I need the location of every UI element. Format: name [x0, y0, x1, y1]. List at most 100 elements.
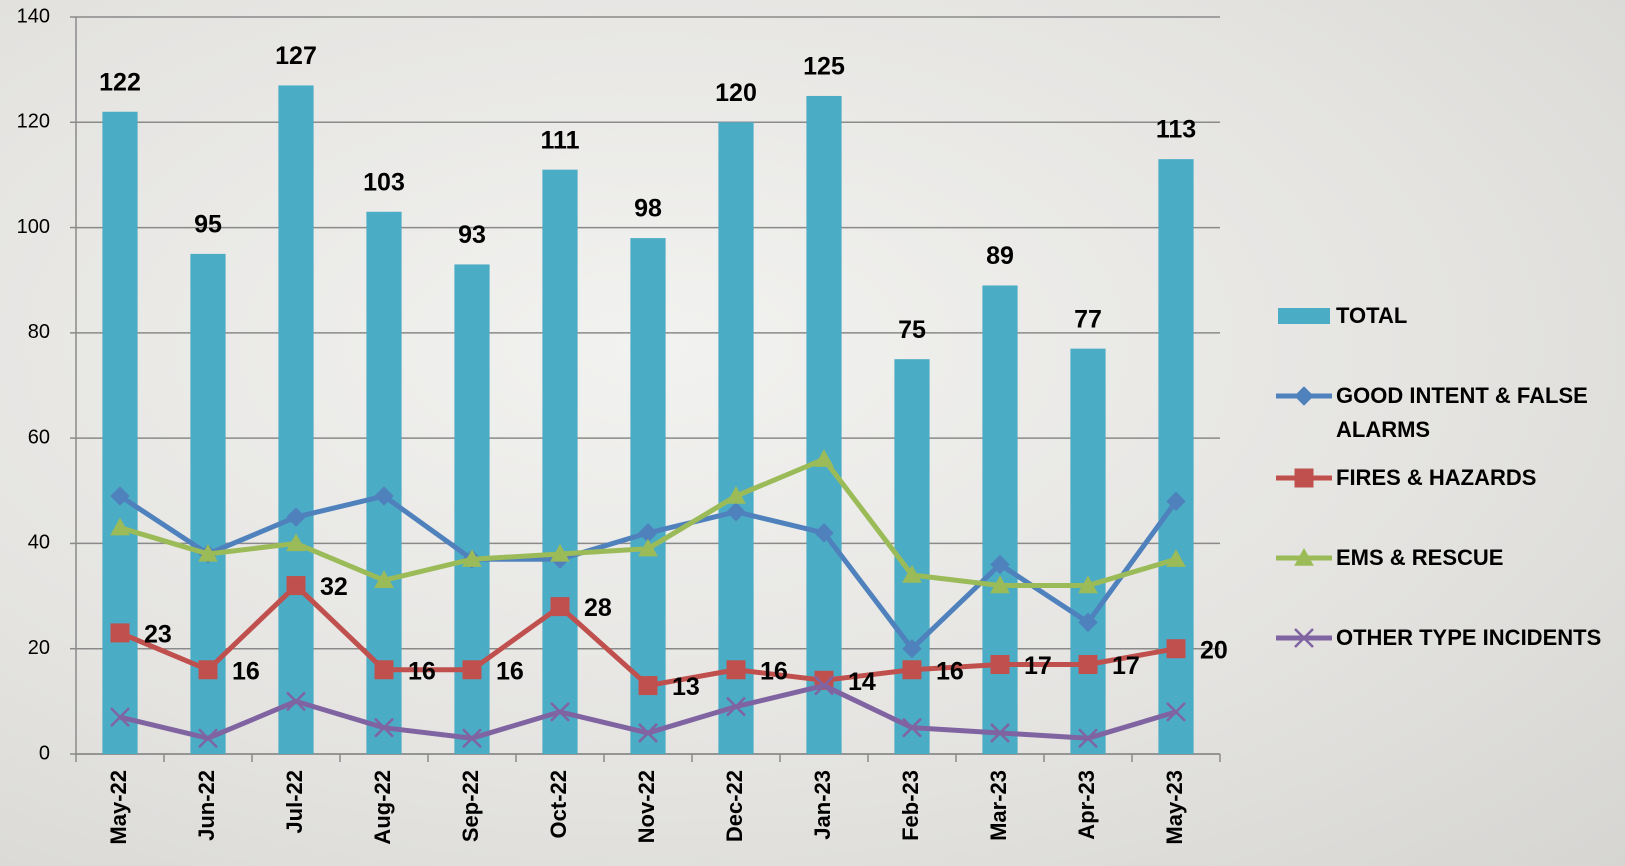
x-tick-label: Sep-22	[458, 770, 483, 842]
marker	[198, 543, 218, 562]
legend-label: FIRES & HAZARDS	[1336, 465, 1537, 490]
data-label: 89	[986, 242, 1014, 270]
marker	[902, 660, 922, 680]
y-tick-label: 140	[17, 5, 50, 27]
marker	[286, 691, 306, 712]
marker	[638, 538, 658, 557]
marker	[902, 639, 922, 659]
marker	[1078, 655, 1098, 675]
bar	[278, 85, 314, 754]
marker	[814, 523, 834, 543]
legend-label: OTHER TYPE INCIDENTS	[1336, 625, 1602, 650]
bar	[542, 169, 578, 754]
y-tick-label: 60	[28, 426, 50, 448]
legend-swatch	[1276, 468, 1332, 488]
legend-item: EMS & RESCUE	[1276, 541, 1621, 575]
marker	[902, 564, 922, 583]
marker	[550, 543, 570, 562]
data-label: 111	[541, 126, 580, 154]
bar	[454, 264, 490, 754]
bar	[102, 111, 138, 754]
data-label: 127	[275, 42, 317, 70]
legend-swatch	[1276, 547, 1332, 566]
marker	[462, 549, 482, 567]
marker	[462, 660, 482, 680]
marker	[374, 717, 394, 738]
data-label: 95	[194, 211, 222, 239]
x-tick-label: Feb-23	[898, 770, 923, 841]
y-tick-label: 120	[17, 111, 50, 133]
chart: 0 20 40 60 80 100 120 140 May-22 Jun-22 Jul-22 Aug-…	[17, 5, 1228, 845]
y-tick-label: 100	[17, 216, 50, 238]
data-label: 17	[1112, 652, 1140, 680]
data-label: 28	[584, 594, 612, 622]
legend-item: FIRES & HAZARDS	[1276, 461, 1621, 495]
marker	[1294, 547, 1314, 566]
y-tick-label: 40	[28, 532, 50, 554]
data-label: 113	[1156, 116, 1196, 144]
legend-label: GOOD INTENT & FALSE ALARMS	[1336, 383, 1588, 442]
data-label: 23	[144, 621, 172, 649]
data-label: 103	[363, 168, 405, 196]
marker	[726, 486, 746, 504]
marker	[1078, 612, 1098, 633]
data-label: 16	[760, 657, 788, 685]
data-label: 32	[320, 573, 348, 601]
marker	[1078, 728, 1098, 749]
data-label: 120	[715, 79, 757, 107]
bar	[806, 95, 842, 754]
marker	[726, 502, 746, 522]
legend-item: OTHER TYPE INCIDENTS	[1276, 621, 1621, 655]
data-label: 16	[232, 657, 260, 685]
bar	[1070, 348, 1106, 754]
data-label: 122	[99, 68, 141, 96]
data-label: 13	[672, 673, 700, 701]
x-tick-label: May-23	[1162, 770, 1187, 845]
x-tick-label: Jul-22	[282, 770, 307, 834]
marker	[462, 728, 482, 749]
marker	[286, 507, 306, 527]
marker	[1294, 386, 1314, 406]
x-tick-label: Oct-22	[546, 770, 571, 838]
bar	[1158, 159, 1194, 754]
data-label: 16	[408, 657, 436, 685]
marker	[902, 717, 922, 738]
marker	[374, 486, 394, 506]
x-tick-label: Dec-22	[722, 770, 747, 842]
marker	[374, 660, 394, 680]
marker	[1166, 639, 1186, 659]
marker	[990, 554, 1010, 575]
y-tick-label: 80	[28, 321, 50, 343]
data-label: 14	[848, 668, 876, 696]
marker	[638, 676, 658, 696]
marker	[110, 517, 130, 536]
data-label: 16	[496, 657, 524, 685]
swatch	[1278, 308, 1330, 324]
x-tick-label: May-22	[106, 770, 131, 845]
marker	[110, 707, 130, 728]
legend-swatch	[1276, 386, 1332, 406]
legend-swatch	[1276, 628, 1332, 648]
marker	[990, 655, 1010, 675]
x-tick-label: Aug-22	[370, 770, 395, 845]
marker	[110, 623, 130, 643]
data-label: 93	[458, 221, 486, 249]
legend-item: TOTAL	[1276, 299, 1621, 333]
data-label: 75	[898, 316, 926, 344]
marker	[726, 660, 746, 680]
marker	[1166, 549, 1186, 567]
y-tick-label: 0	[39, 742, 50, 764]
marker	[1166, 491, 1186, 512]
marker	[1166, 702, 1186, 722]
y-tick-label: 20	[28, 637, 50, 659]
marker	[198, 660, 218, 680]
legend: TOTAL GOOD INTENT & FALSE ALARMS FIRES & H…	[1276, 0, 1621, 866]
x-tick-label: Jun-22	[194, 770, 219, 841]
marker	[638, 723, 658, 743]
marker	[550, 702, 570, 722]
marker	[814, 449, 834, 467]
data-label: 16	[936, 657, 964, 685]
legend-label: EMS & RESCUE	[1336, 545, 1504, 570]
data-label: 17	[1024, 652, 1052, 680]
